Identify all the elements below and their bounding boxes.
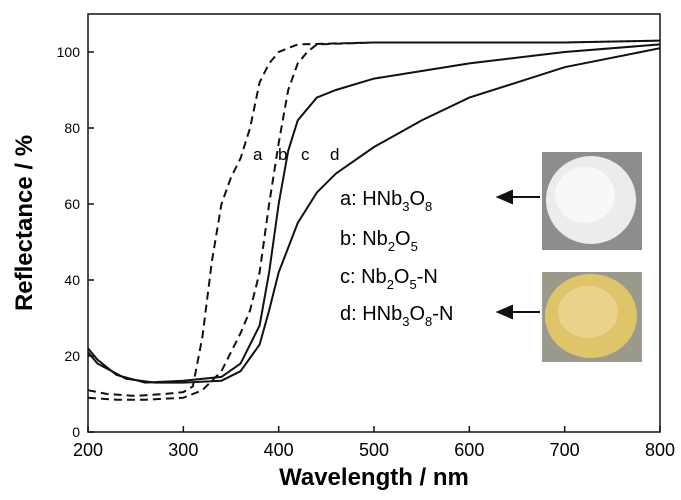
y-tick-label: 100	[57, 44, 81, 60]
curve-tag: a	[253, 145, 263, 164]
curve-tag: c	[301, 145, 310, 164]
y-tick-label: 20	[64, 348, 80, 364]
arrow	[495, 304, 540, 320]
x-tick-label: 400	[264, 440, 294, 460]
x-tick-label: 700	[550, 440, 580, 460]
series-line	[87, 43, 661, 384]
x-axis-label: Wavelength / nm	[279, 464, 469, 491]
y-tick-label: 60	[64, 196, 80, 212]
legend-label: d: HNb3O8-N	[340, 303, 453, 329]
curve-tag: b	[278, 145, 287, 164]
x-tick-label: 600	[454, 440, 484, 460]
series-line	[87, 39, 661, 401]
arrow	[495, 189, 540, 205]
y-tick-label: 0	[72, 424, 80, 440]
y-axis-label: Reflectance / %	[11, 135, 38, 311]
x-tick-label: 300	[168, 440, 198, 460]
sample-photo	[542, 152, 642, 250]
y-tick-label: 80	[64, 120, 80, 136]
sample-photo	[542, 272, 642, 362]
legend-label: a: HNb3O8	[340, 188, 432, 214]
x-tick-label: 800	[645, 440, 675, 460]
x-tick-label: 200	[73, 440, 103, 460]
series-line	[87, 47, 661, 384]
curve-tag: d	[330, 145, 339, 164]
y-tick-label: 40	[64, 272, 80, 288]
legend-label: c: Nb2O5-N	[340, 266, 438, 292]
legend-label: b: Nb2O5	[340, 228, 418, 254]
x-tick-label: 500	[359, 440, 389, 460]
